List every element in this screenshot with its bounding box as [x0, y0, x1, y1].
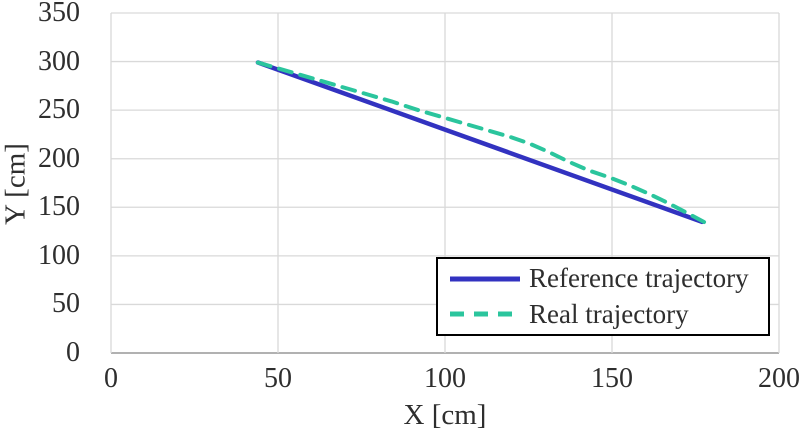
- legend: Reference trajectory Real trajectory: [436, 257, 770, 336]
- x-tick-label-150: 150: [591, 363, 633, 394]
- real-trajectory-line: [255, 60, 708, 225]
- legend-item-reference: Reference trajectory: [448, 263, 768, 294]
- x-tick-label-100: 100: [424, 363, 466, 394]
- real-line-swatch: [450, 311, 520, 317]
- y-tick-label-200: 200: [38, 142, 80, 174]
- y-tick-label-100: 100: [38, 239, 80, 271]
- x-tick-label-50: 50: [264, 363, 292, 394]
- x-axis-title: X [cm]: [403, 399, 487, 431]
- reference-trajectory-line: [255, 60, 705, 225]
- y-tick-label-350: 350: [38, 0, 80, 28]
- y-tick-label-50: 50: [52, 288, 80, 320]
- x-tick-label-0: 0: [104, 363, 118, 394]
- reference-line-swatch: [450, 276, 520, 282]
- y-tick-label-250: 250: [38, 94, 80, 126]
- y-tick-label-0: 0: [66, 337, 80, 368]
- legend-item-real: Real trajectory: [448, 299, 768, 330]
- y-tick-label-150: 150: [38, 191, 80, 223]
- y-tick-label-300: 300: [38, 45, 80, 77]
- legend-label-real: Real trajectory: [529, 298, 689, 329]
- x-tick-label-200: 200: [758, 363, 800, 394]
- legend-label-reference: Reference trajectory: [529, 263, 749, 294]
- y-axis-title: Y [cm]: [0, 143, 32, 225]
